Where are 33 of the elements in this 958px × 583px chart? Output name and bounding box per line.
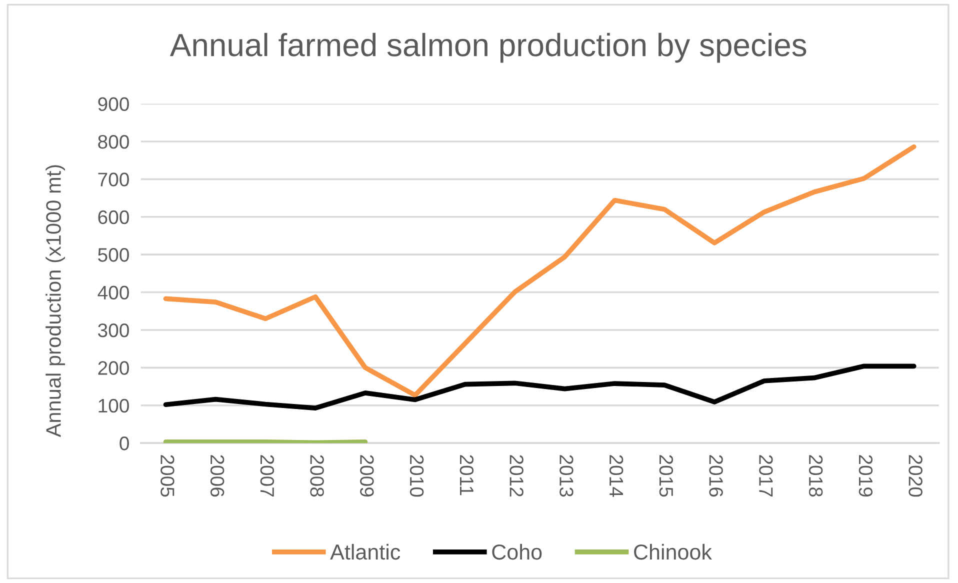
- x-tick-label: 2007: [260, 455, 274, 496]
- legend-label: Coho: [492, 544, 542, 560]
- x-tick-label: 2010: [410, 455, 424, 497]
- x-tick-label: 2005: [160, 455, 174, 497]
- x-tick-label: 2012: [510, 455, 524, 496]
- y-tick-label: 100: [98, 398, 129, 413]
- x-tick-label: 2011: [460, 455, 474, 496]
- x-tick-label: 2016: [709, 455, 723, 497]
- x-tick-label: 2019: [858, 455, 873, 497]
- y-tick-label: 0: [120, 436, 129, 450]
- x-tick-label: 2013: [560, 455, 574, 497]
- y-tick-label: 700: [98, 172, 129, 186]
- legend-label: Atlantic: [330, 544, 400, 560]
- y-tick-label: 900: [98, 97, 129, 112]
- x-tick-label: 2009: [360, 455, 374, 497]
- line-series: [163, 364, 916, 410]
- y-axis-title: Annual production (x1000 mt): [46, 165, 66, 438]
- x-tick-label: 2014: [609, 455, 624, 497]
- y-tick-label: 800: [98, 134, 129, 149]
- x-tick-label: 2017: [759, 455, 773, 496]
- legend-label: Chinook: [634, 544, 712, 560]
- y-tick-label: 600: [98, 210, 129, 224]
- y-tick-label: 200: [98, 361, 129, 375]
- chart-title: Annual farmed salmon production by species: [170, 32, 806, 63]
- line-series: [163, 144, 916, 398]
- x-tick-label: 2008: [310, 455, 324, 497]
- x-tick-label: 2006: [210, 455, 224, 497]
- y-tick-label: 500: [98, 248, 129, 262]
- y-tick-label: 400: [98, 286, 129, 300]
- y-tick-label: 300: [98, 323, 129, 338]
- x-tick-label: 2018: [808, 455, 823, 497]
- x-tick-label: 2015: [659, 455, 674, 497]
- x-tick-label: 2020: [908, 455, 922, 497]
